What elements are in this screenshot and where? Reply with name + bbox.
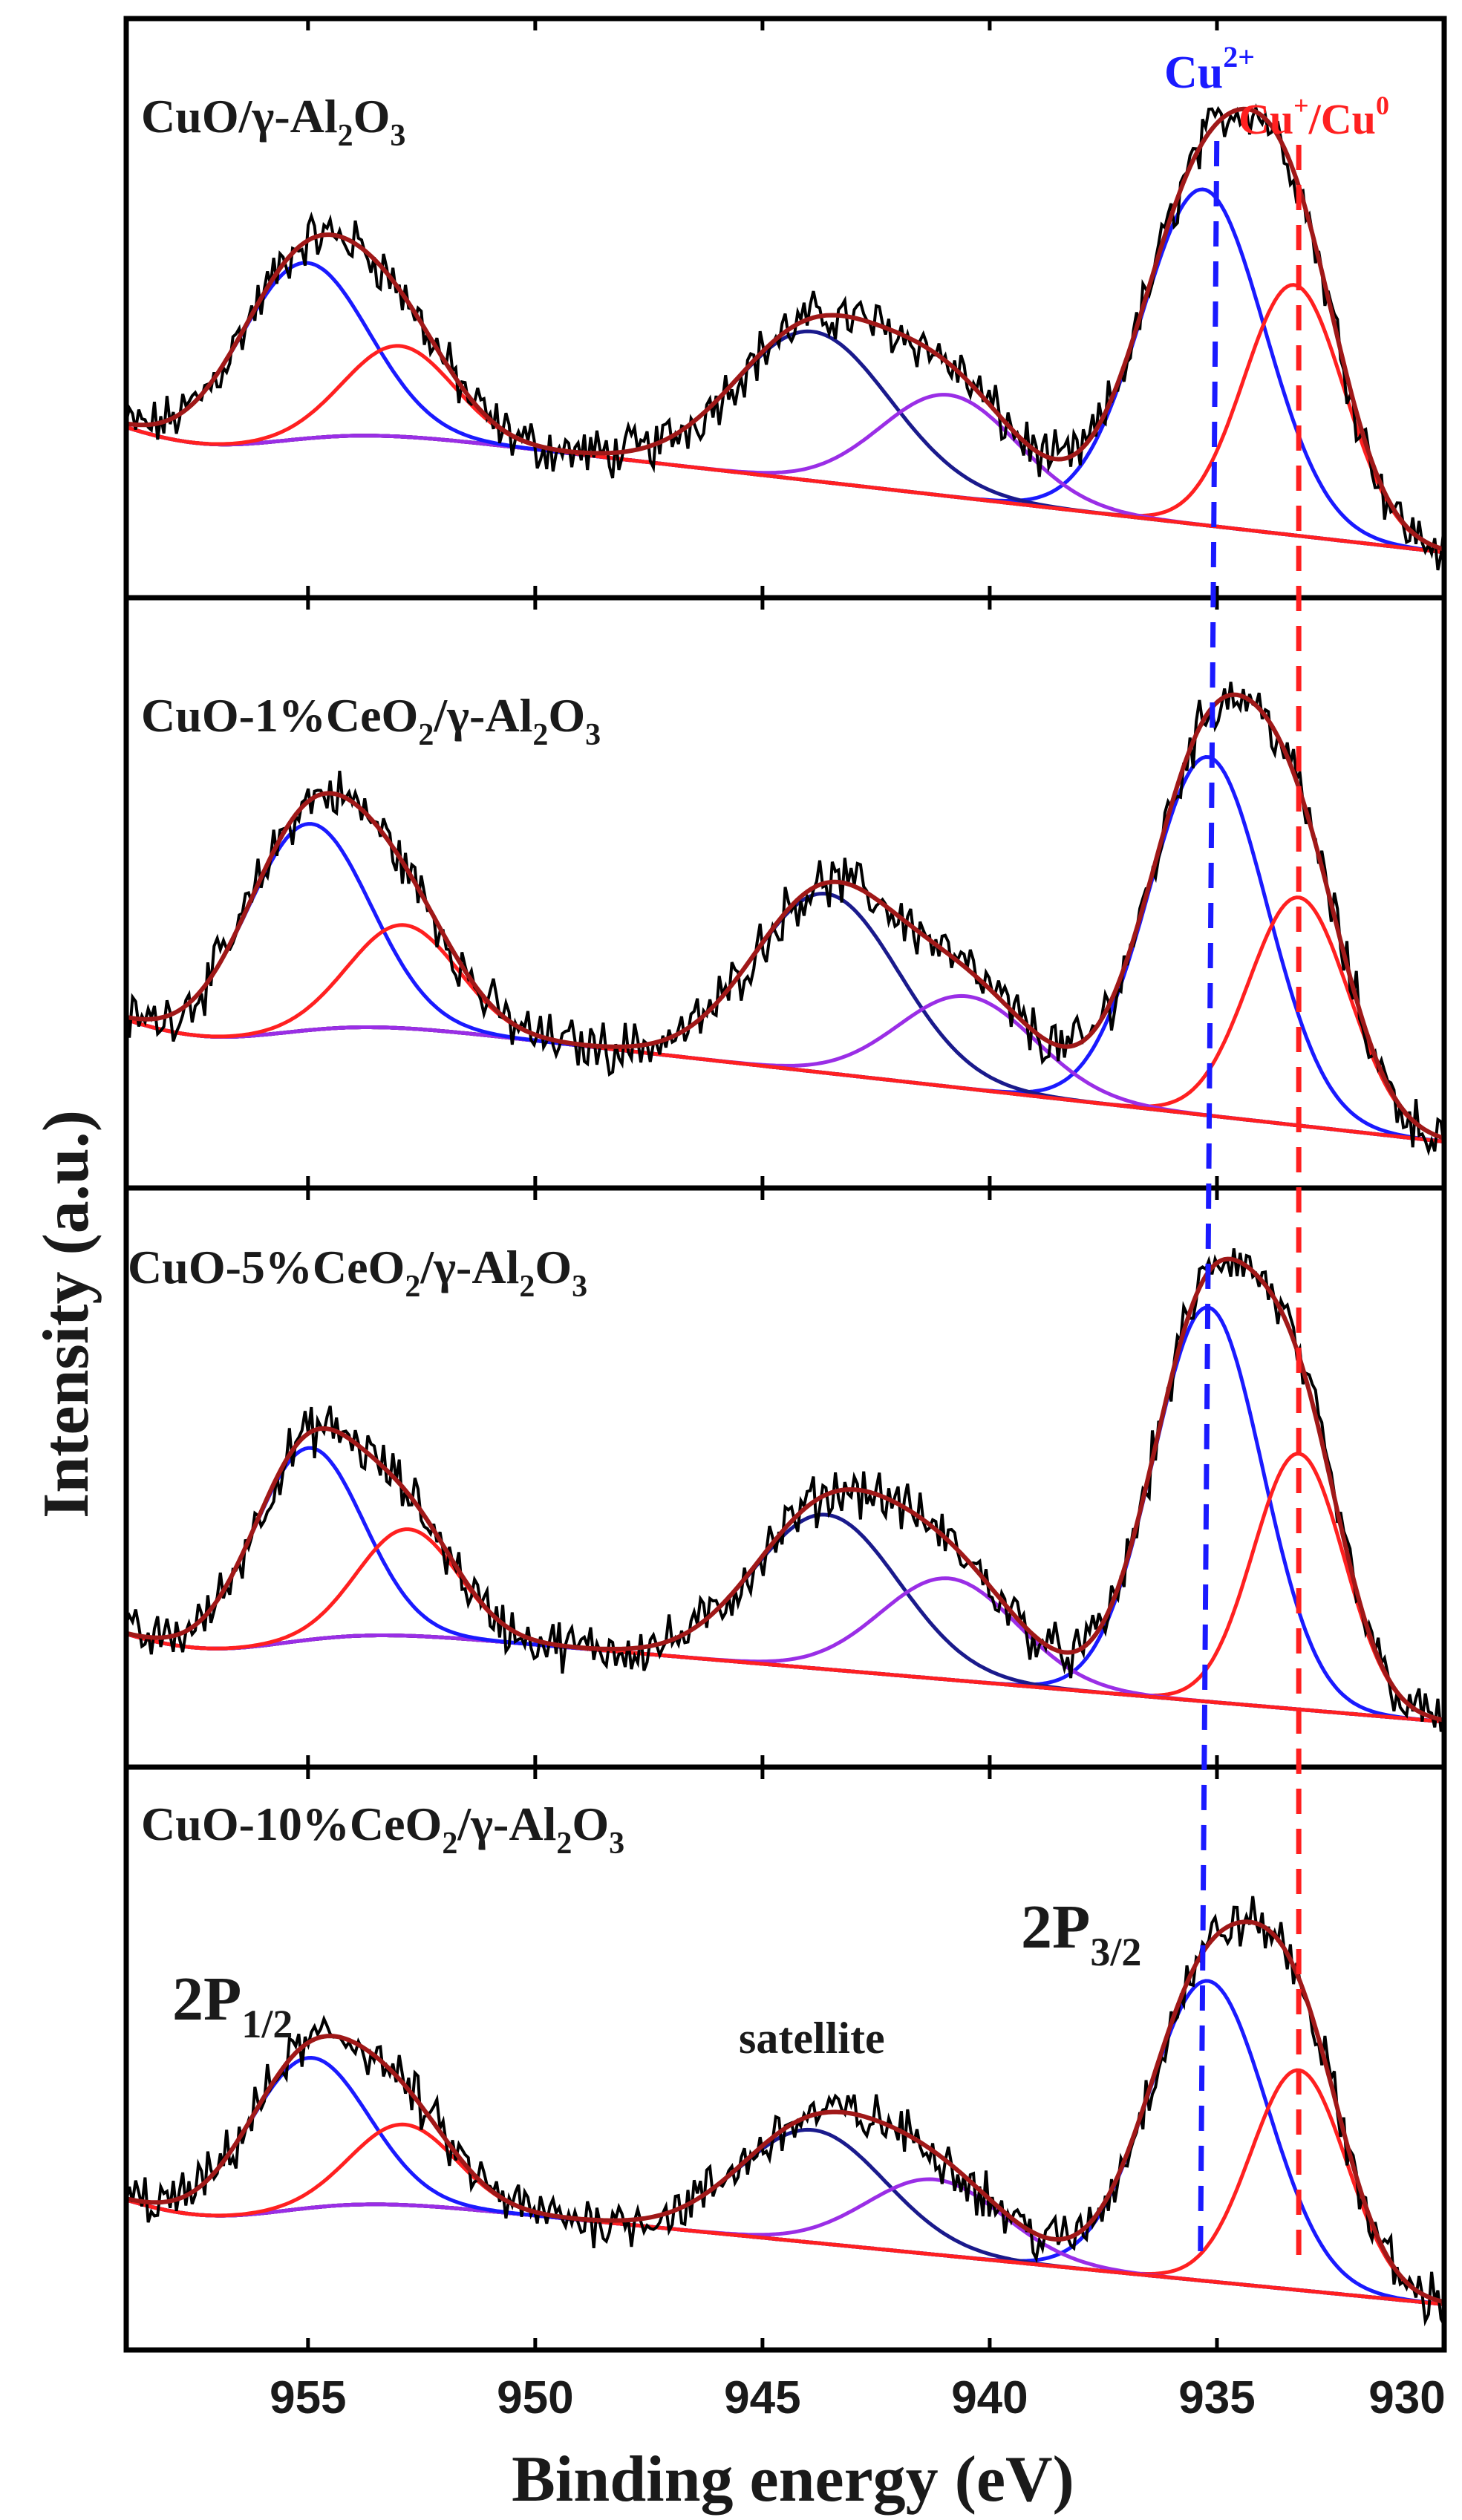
panel-3-label: CuO-5%CeO2/γ-Al2O3 [128, 1241, 587, 1304]
panel-4-component-6 [125, 2122, 1445, 2306]
panel-1-label: CuO/γ-Al2O3 [141, 90, 405, 153]
panel-3 [123, 1185, 1447, 1770]
panels-group [123, 16, 1447, 2353]
panel-2-label: CuO-1%CeO2/γ-Al2O3 [141, 689, 601, 752]
reference-lines-group [1198, 140, 1302, 2258]
x-tick-label: 930 [1368, 2372, 1445, 2423]
cu2-reference-line [1198, 140, 1220, 2258]
x-tick-label: 950 [497, 2372, 573, 2423]
panel-4-envelope-fit [125, 1919, 1445, 2305]
panel-1-component-6 [125, 344, 1445, 555]
x-tick-label: 955 [270, 2372, 346, 2423]
annotation-2p12: 2P1/2 [172, 1965, 293, 2046]
annotation-2p32: 2P3/2 [1021, 1893, 1141, 1974]
y-axis-title: Intensity (a.u.) [30, 1110, 102, 1518]
panel-2 [123, 595, 1447, 1191]
panel-1-envelope-fit [125, 106, 1445, 552]
panel-3-component-6 [125, 1527, 1445, 1724]
panel-4 [123, 1764, 1447, 2353]
panel-2-envelope-fit [125, 692, 1445, 1140]
annotation-satellite: satellite [739, 2014, 885, 2063]
x-tick-label: 935 [1178, 2372, 1255, 2423]
panel-4-label: CuO-10%CeO2/γ-Al2O3 [141, 1798, 624, 1861]
cu1-cu0-label: Cu+/Cu0 [1239, 91, 1389, 143]
x-tick-label: 940 [951, 2372, 1028, 2423]
cu2-label: Cu2+ [1164, 40, 1255, 98]
panel-1-raw-data [125, 102, 1446, 571]
panel-3-raw-data [125, 1248, 1446, 1732]
x-ticks-group: 955 950 945 940 935 930 [270, 2372, 1446, 2423]
x-tick-label: 945 [724, 2372, 800, 2423]
x-axis-title: Binding energy (eV) [512, 2444, 1074, 2516]
panel-2-component-6 [125, 923, 1445, 1144]
y-axis-label: Intensity (a.u.) [30, 1110, 102, 1518]
panel-4-frame [123, 1764, 1447, 2353]
panel-3-envelope-fit [125, 1256, 1445, 1723]
